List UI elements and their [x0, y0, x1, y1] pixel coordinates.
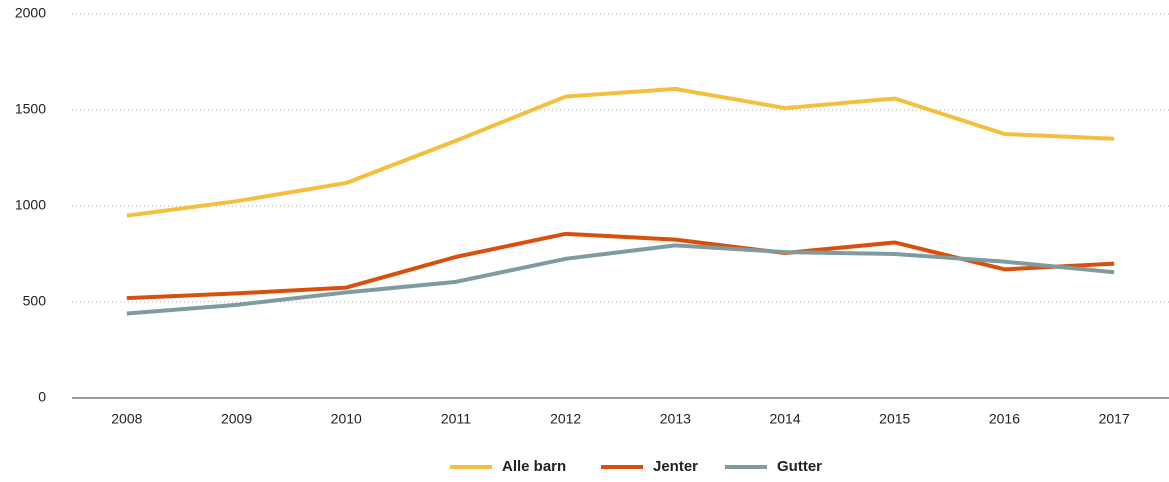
line [126, 86, 1115, 218]
x-tick-label: 2016 [989, 411, 1020, 427]
line [126, 243, 1115, 316]
x-tick-label: 2015 [879, 411, 910, 427]
line [126, 231, 1115, 301]
x-tick-label: 2008 [111, 411, 142, 427]
x-tick-label: 2017 [1099, 411, 1130, 427]
x-tick-label: 2012 [550, 411, 581, 427]
y-tick-label: 2000 [15, 5, 46, 21]
x-tick-label: 2009 [221, 411, 252, 427]
x-tick-label: 2011 [441, 411, 471, 427]
y-tick-label: 1000 [15, 197, 46, 213]
legend-label: Gutter [777, 458, 822, 475]
x-tick-label: 2010 [331, 411, 362, 427]
y-tick-label: 0 [38, 389, 46, 405]
legend-label: Jenter [653, 458, 698, 475]
x-tick-label: 2014 [769, 411, 800, 427]
legend-label: Alle barn [502, 458, 566, 475]
y-tick-label: 500 [23, 293, 47, 309]
x-tick-label: 2013 [660, 411, 691, 427]
y-tick-label: 1500 [15, 101, 46, 117]
